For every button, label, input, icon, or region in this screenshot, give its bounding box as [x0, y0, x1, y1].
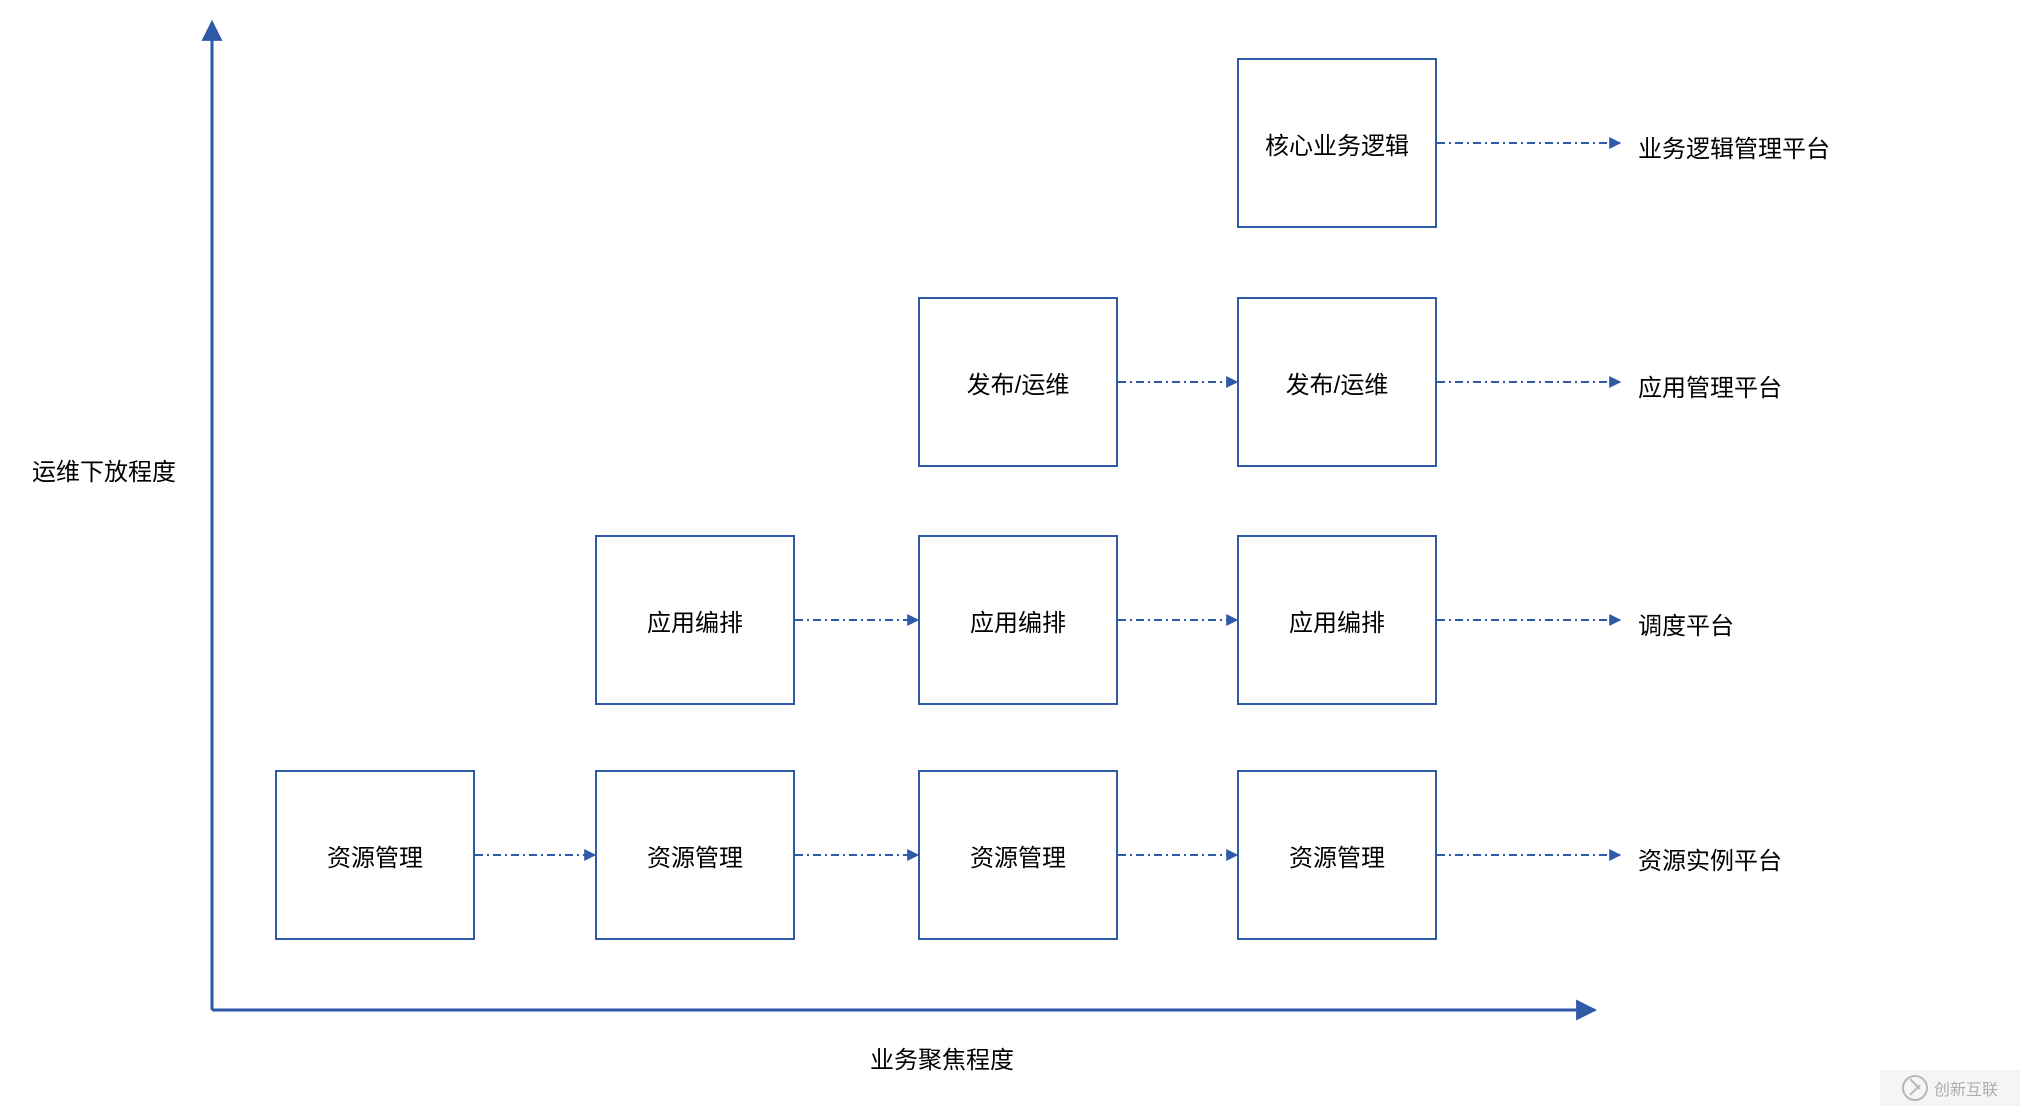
diagram-box: 资源管理	[1237, 770, 1437, 940]
row-label: 应用管理平台	[1638, 368, 1782, 403]
y-axis-label: 运维下放程度	[32, 452, 176, 487]
watermark: 创新互联	[1880, 1070, 2020, 1106]
diagram-box: 核心业务逻辑	[1237, 58, 1437, 228]
watermark-text: 创新互联	[1934, 1076, 1998, 1100]
row-label: 调度平台	[1638, 606, 1734, 641]
diagram-box: 应用编排	[918, 535, 1118, 705]
diagram-box: 应用编排	[595, 535, 795, 705]
diagram-box: 应用编排	[1237, 535, 1437, 705]
row-label: 资源实例平台	[1638, 841, 1782, 876]
diagram-box: 资源管理	[918, 770, 1118, 940]
row-label: 业务逻辑管理平台	[1638, 129, 1830, 164]
watermark-icon	[1902, 1075, 1928, 1101]
diagram-box: 发布/运维	[1237, 297, 1437, 467]
diagram-box: 发布/运维	[918, 297, 1118, 467]
x-axis-label: 业务聚焦程度	[870, 1040, 1014, 1075]
diagram-box: 资源管理	[275, 770, 475, 940]
diagram-box: 资源管理	[595, 770, 795, 940]
